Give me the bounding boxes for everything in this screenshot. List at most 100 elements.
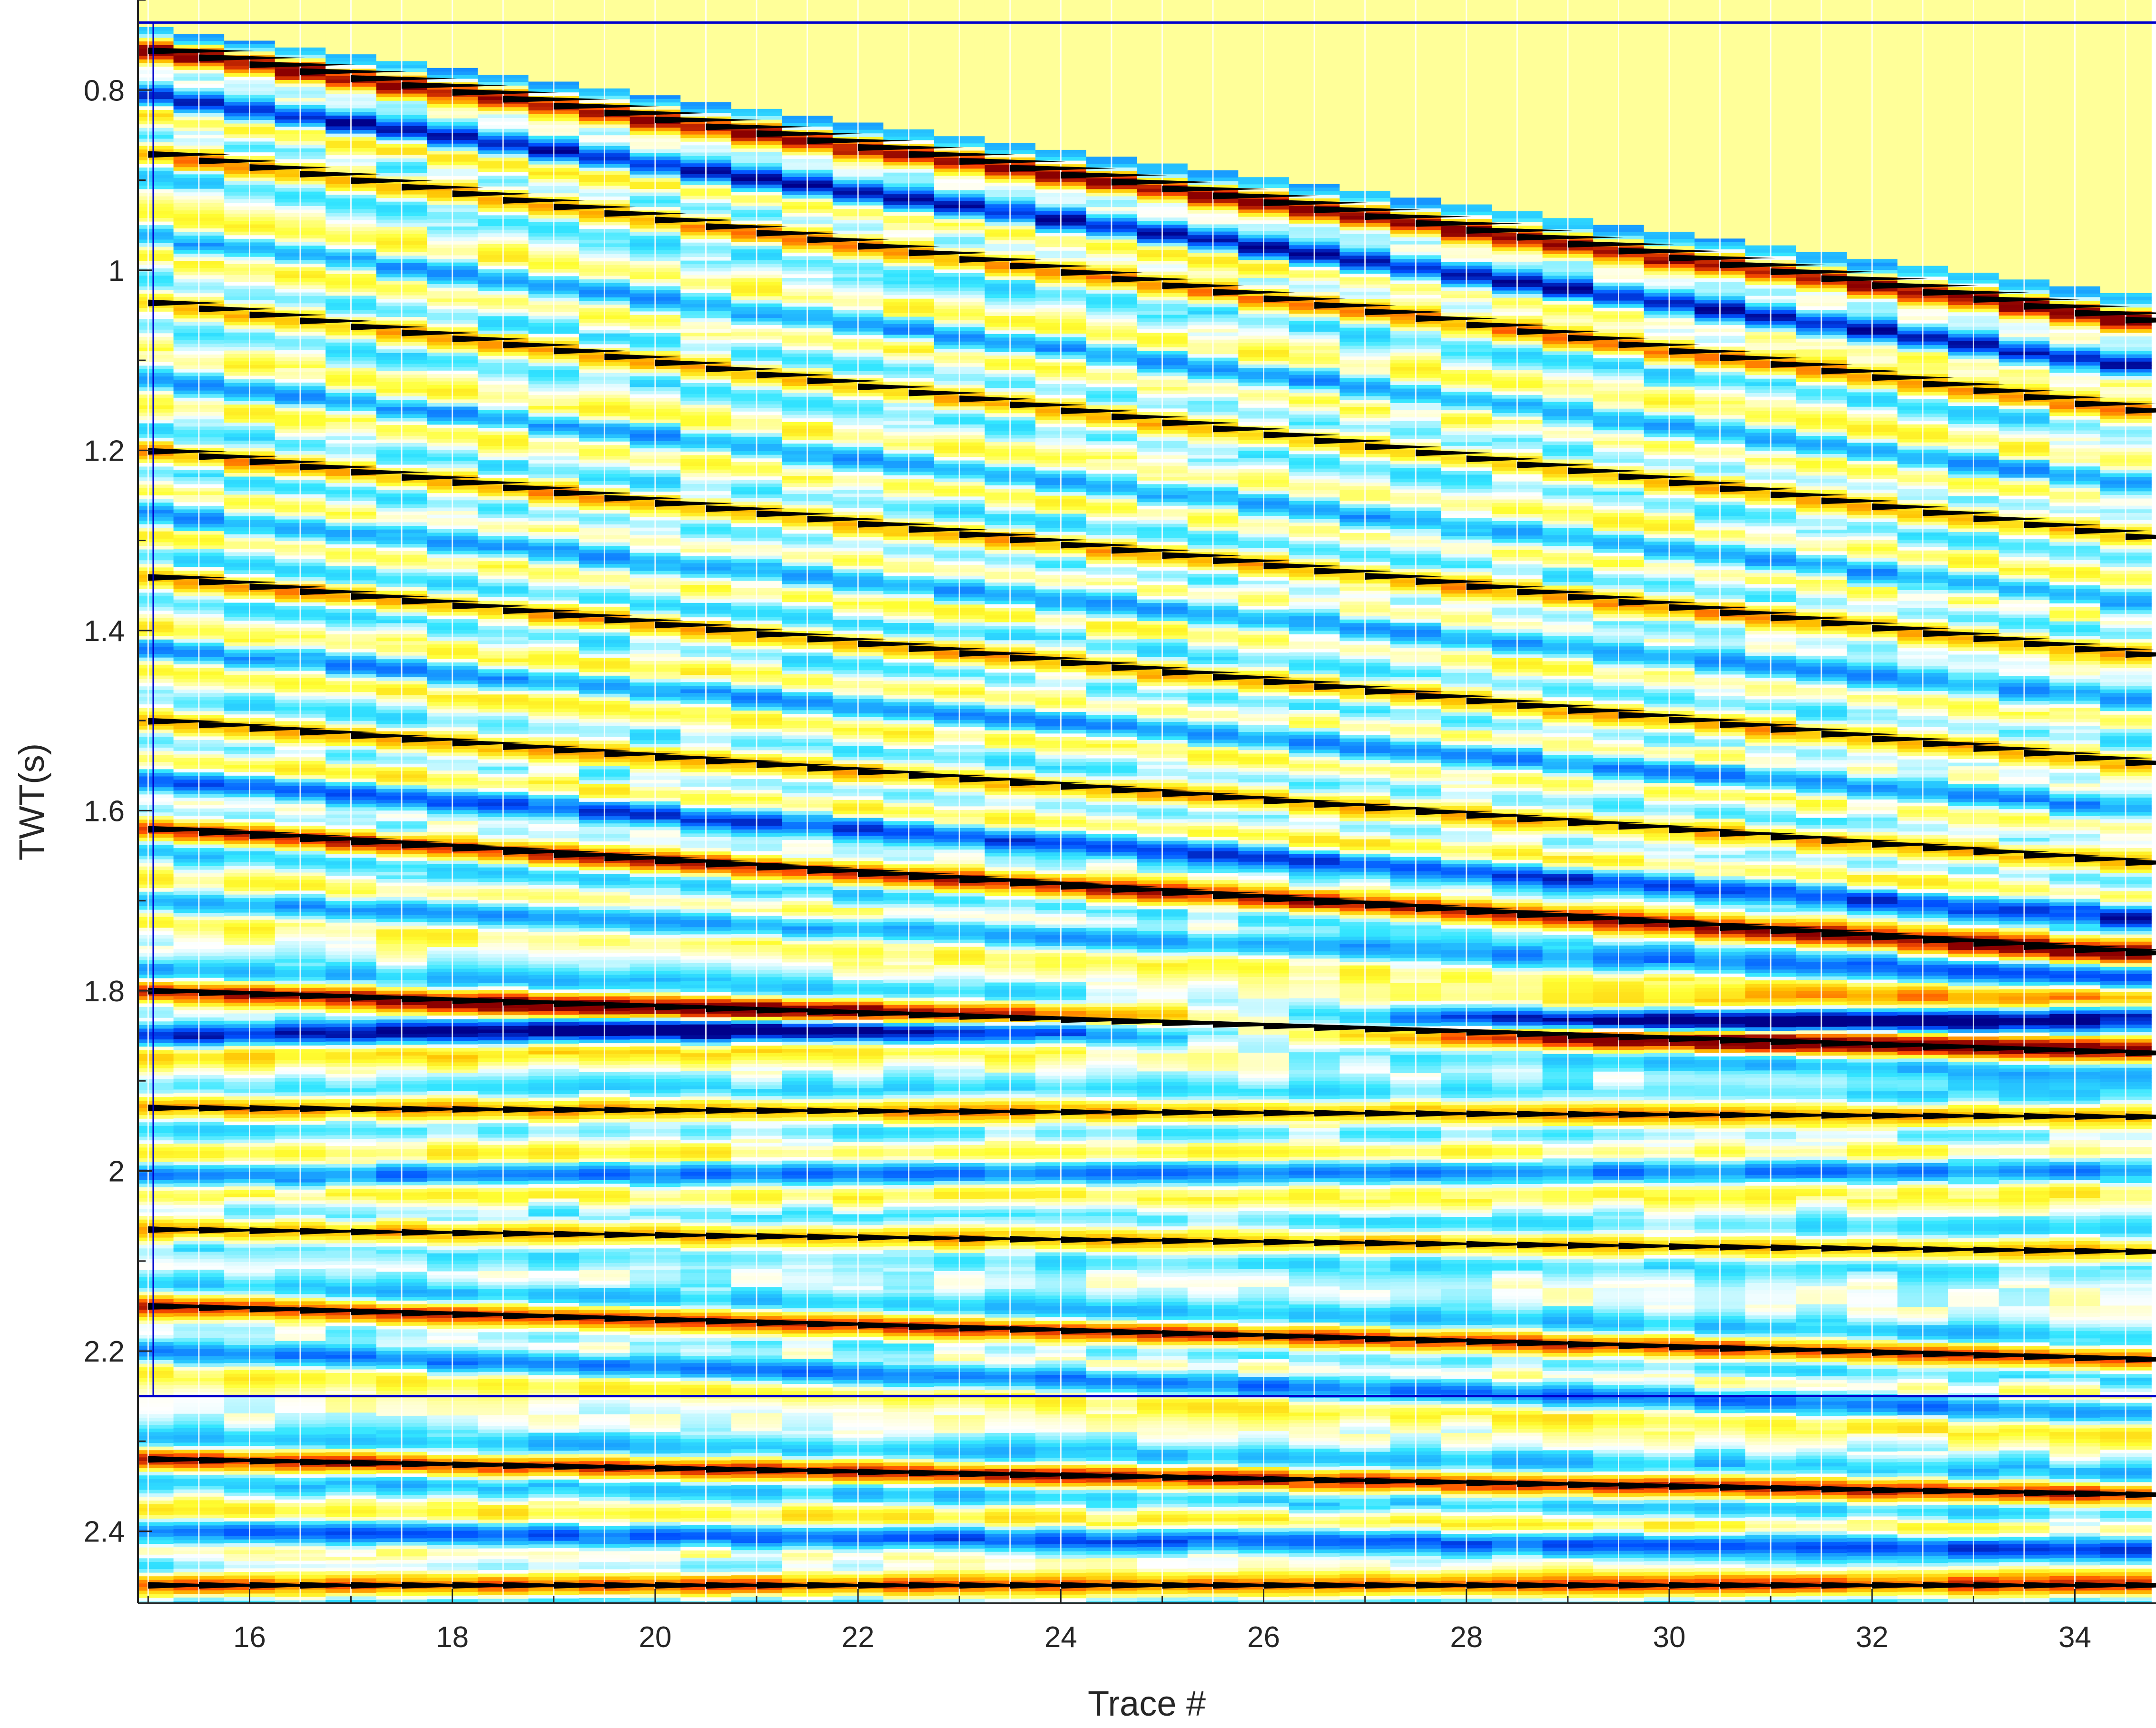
amplitude-cell	[138, 668, 175, 672]
amplitude-cell	[138, 1576, 175, 1580]
amplitude-cell	[138, 928, 175, 932]
amplitude-cell	[138, 838, 175, 842]
amplitude-cell	[138, 888, 175, 892]
amplitude-cell	[138, 902, 175, 907]
amplitude-cell	[138, 1169, 175, 1174]
amplitude-cell	[138, 621, 175, 626]
amplitude-cell	[138, 1136, 175, 1141]
amplitude-cell	[138, 1115, 175, 1119]
amplitude-cell	[138, 474, 175, 478]
amplitude-cell	[138, 1428, 175, 1433]
amplitude-cell	[138, 545, 175, 550]
amplitude-cell	[138, 863, 175, 867]
amplitude-cell	[138, 848, 175, 853]
amplitude-cell	[138, 982, 175, 986]
amplitude-cell	[138, 1050, 175, 1055]
amplitude-cell	[138, 506, 175, 511]
amplitude-cell	[138, 1371, 175, 1375]
amplitude-cell	[138, 679, 175, 683]
amplitude-cell	[138, 1385, 175, 1390]
amplitude-cell	[138, 1536, 175, 1541]
amplitude-cell	[138, 279, 175, 284]
amplitude-cell	[138, 455, 175, 460]
amplitude-cell	[138, 845, 175, 849]
amplitude-cell	[138, 427, 175, 431]
amplitude-cell	[138, 830, 175, 835]
amplitude-cell	[138, 600, 175, 604]
amplitude-cell	[138, 1205, 175, 1209]
amplitude-cell	[138, 801, 175, 806]
amplitude-cell	[138, 1007, 175, 1011]
amplitude-cell	[138, 1435, 175, 1440]
amplitude-cell	[138, 1244, 175, 1249]
amplitude-cell	[138, 733, 175, 738]
amplitude-cell	[138, 1003, 175, 1008]
amplitude-cell	[138, 1522, 175, 1527]
amplitude-cell	[138, 935, 175, 939]
amplitude-cell	[138, 1237, 175, 1242]
amplitude-cell	[138, 1122, 175, 1126]
amplitude-cell	[138, 967, 175, 972]
amplitude-cell	[138, 877, 175, 882]
amplitude-cell	[138, 1504, 175, 1509]
amplitude-cell	[138, 964, 175, 968]
amplitude-cell	[138, 1410, 175, 1415]
amplitude-cell	[138, 1057, 175, 1062]
amplitude-cell	[138, 607, 175, 612]
amplitude-cell	[138, 520, 175, 525]
amplitude-cell	[138, 185, 175, 190]
amplitude-cell	[138, 1356, 175, 1361]
amplitude-cell	[138, 852, 175, 857]
amplitude-cell	[138, 70, 175, 75]
amplitude-cell	[138, 978, 175, 983]
amplitude-cell	[138, 1587, 175, 1591]
amplitude-cell	[138, 113, 175, 118]
amplitude-cell	[138, 1421, 175, 1426]
amplitude-cell	[138, 654, 175, 658]
amplitude-cell	[138, 102, 175, 107]
amplitude-cell	[138, 582, 175, 586]
amplitude-cell	[138, 1425, 175, 1429]
amplitude-cell	[138, 1324, 175, 1328]
amplitude-cell	[138, 1327, 175, 1332]
amplitude-cell	[138, 1176, 175, 1181]
amplitude-cell	[138, 232, 175, 237]
amplitude-cell	[138, 697, 175, 701]
amplitude-cell	[138, 1086, 175, 1091]
amplitude-cell	[138, 999, 175, 1004]
amplitude-cell	[138, 1432, 175, 1436]
amplitude-cell	[138, 322, 175, 327]
amplitude-cell	[138, 376, 175, 381]
amplitude-cell	[138, 481, 175, 485]
amplitude-cell	[138, 109, 175, 114]
amplitude-cell	[138, 596, 175, 601]
amplitude-cell	[138, 193, 175, 197]
amplitude-cell	[138, 787, 175, 791]
amplitude-cell	[138, 895, 175, 899]
amplitude-cell	[138, 1158, 175, 1163]
amplitude-cell	[138, 362, 175, 366]
amplitude-cell	[138, 618, 175, 622]
amplitude-cell	[138, 1277, 175, 1282]
amplitude-cell	[138, 686, 175, 691]
amplitude-cell	[138, 402, 175, 406]
amplitude-cell	[138, 632, 175, 637]
amplitude-cell	[138, 95, 175, 100]
amplitude-cell	[138, 740, 175, 745]
amplitude-cell	[138, 1083, 175, 1087]
amplitude-cell	[138, 913, 175, 918]
amplitude-cell	[138, 1036, 175, 1040]
amplitude-cell	[138, 196, 175, 201]
amplitude-cell	[138, 1165, 175, 1170]
amplitude-cell	[138, 1017, 175, 1022]
amplitude-cell	[138, 664, 175, 669]
amplitude-cell	[138, 218, 175, 222]
amplitude-cell	[138, 737, 175, 741]
amplitude-cell	[138, 409, 175, 413]
amplitude-cell	[138, 938, 175, 943]
amplitude-cell	[138, 41, 175, 46]
amplitude-cell	[138, 1111, 175, 1116]
amplitude-cell	[138, 257, 175, 262]
amplitude-cell	[138, 294, 175, 298]
amplitude-cell	[138, 1558, 175, 1562]
